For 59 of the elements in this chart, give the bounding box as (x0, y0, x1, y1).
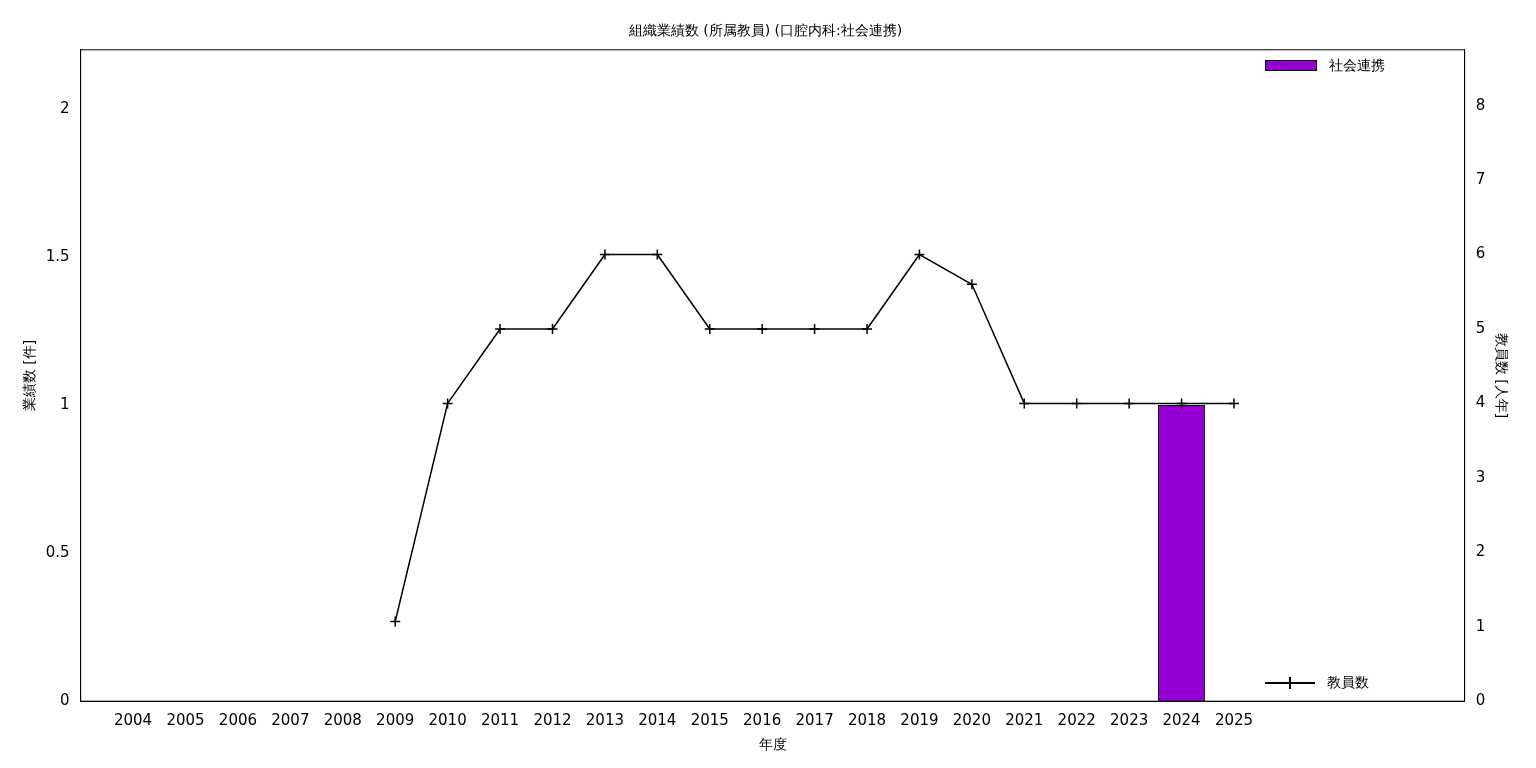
y-axis-title: 業績数 [件] (21, 339, 38, 412)
x-tick-label: 2022 (1057, 711, 1096, 730)
point (756, 323, 768, 335)
point (441, 397, 454, 410)
y2-axis-title: 教員数 [人年] (1493, 332, 1510, 419)
x-tick-label: 2025 (1214, 711, 1254, 730)
y2-tick-label: 0 (1475, 691, 1486, 710)
x-tick-label: 2024 (1162, 711, 1201, 730)
point (1123, 397, 1135, 410)
x-tick-label: 2005 (166, 711, 205, 730)
x-tick-label: 2012 (533, 711, 572, 730)
point (808, 323, 821, 335)
y2-tick-label: 1 (1475, 616, 1486, 635)
chart-title: 組織業績数 (所属教員) (口腔内科:社会連携) (627, 22, 903, 39)
x-tick-label: 2019 (900, 711, 939, 730)
y2-tick-label: 5 (1475, 318, 1486, 337)
x-axis-title: 年度 (758, 736, 787, 753)
y-tick-label: 0.5 (45, 543, 70, 562)
point (1018, 397, 1031, 410)
point (599, 248, 611, 261)
x-tick-label: 2017 (795, 711, 834, 730)
x-tick-label: 2007 (271, 711, 310, 730)
y2-tick-label: 8 (1475, 95, 1486, 114)
x-tick-label: 2010 (428, 711, 467, 730)
y2-tick-label: 2 (1475, 542, 1486, 561)
x-tick-label: 2016 (743, 711, 782, 730)
x-tick-label: 2006 (218, 711, 258, 730)
point (913, 248, 926, 261)
y2-tick-label: 7 (1475, 169, 1486, 188)
x-tick-label: 2011 (480, 711, 520, 730)
legend-label: 社会連携 (1328, 56, 1385, 75)
point (1228, 397, 1240, 410)
legend-label: 教員数 (1326, 674, 1369, 693)
point (389, 615, 401, 628)
x-tick-label: 2004 (113, 711, 153, 730)
x-tick-label: 2020 (952, 711, 991, 730)
x-tick-label: 2023 (1110, 711, 1149, 730)
y-tick-label: 1.5 (45, 246, 70, 265)
point (651, 248, 664, 261)
y-tick-label: 1 (60, 395, 70, 413)
x-tick-label: 2009 (376, 711, 415, 730)
x-tick-label: 2013 (585, 711, 624, 730)
x-tick-label: 2015 (690, 711, 729, 730)
y-tick-label: 2 (60, 98, 70, 117)
point (966, 278, 978, 291)
y2-tick-label: 4 (1475, 393, 1486, 412)
point (1070, 397, 1083, 410)
x-tick-label: 2014 (638, 711, 677, 730)
point (1175, 397, 1188, 410)
y-tick-label: 0 (60, 691, 70, 710)
point (546, 323, 559, 335)
x-tick-label: 2018 (847, 711, 887, 730)
point (861, 323, 873, 335)
point (494, 323, 506, 335)
x-tick-label: 2008 (323, 711, 362, 730)
y2-tick-label: 3 (1475, 467, 1486, 486)
x-tick-label: 2021 (1005, 711, 1044, 730)
point (704, 323, 716, 335)
y2-tick-label: 6 (1475, 244, 1486, 263)
